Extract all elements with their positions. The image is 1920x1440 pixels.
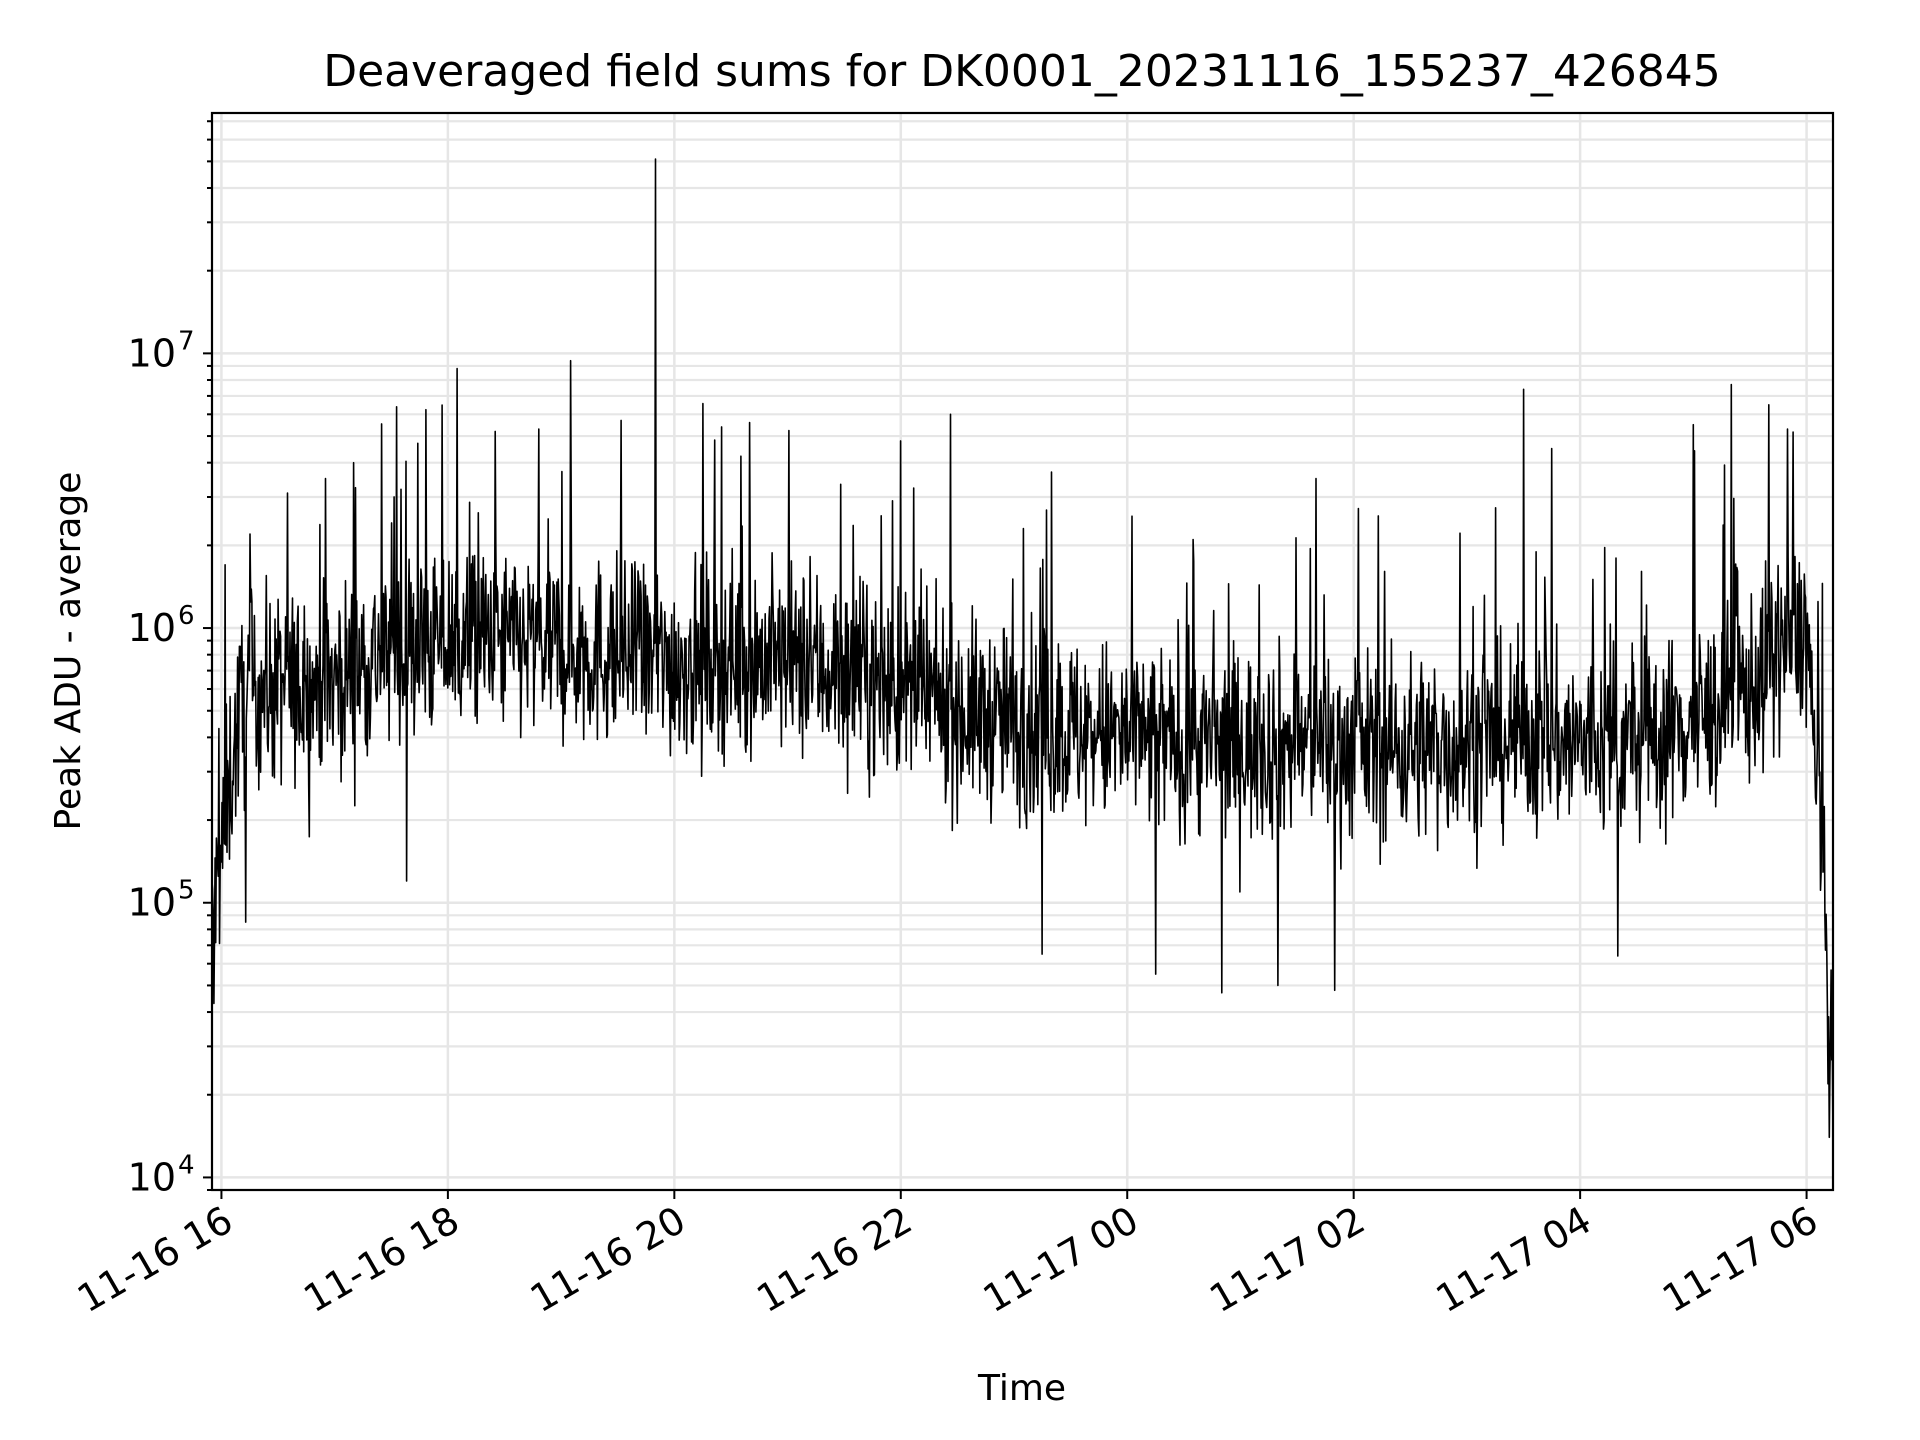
x-tick-label: 11-16 16 [70, 1198, 240, 1322]
x-tick-label: 11-16 22 [749, 1198, 919, 1322]
x-tick-label: 11-16 18 [296, 1198, 466, 1322]
x-tick-label: 11-17 02 [1202, 1198, 1372, 1322]
y-tick-label: 10 [128, 1155, 176, 1199]
x-tick-label: 11-16 20 [523, 1198, 693, 1322]
y-axis-label: Peak ADU - average [48, 472, 89, 831]
y-tick-exponent: 6 [178, 601, 195, 631]
y-tick-exponent: 7 [178, 326, 195, 356]
x-tick-label: 11-17 06 [1655, 1198, 1825, 1322]
plot-frame [210, 111, 1835, 1192]
x-tick-label: 11-17 00 [976, 1198, 1146, 1322]
series-line-peak-adu [211, 158, 1834, 1143]
chart-title: Deaveraged field sums for DK0001_2023111… [323, 46, 1721, 97]
y-tick-exponent: 4 [178, 1150, 195, 1180]
y-tick-label: 10 [128, 606, 176, 650]
y-tick-label: 10 [128, 881, 176, 925]
y-tick-label: 10 [128, 331, 176, 375]
x-tick-label: 11-17 04 [1429, 1198, 1599, 1322]
y-tick-exponent: 5 [178, 876, 195, 906]
x-axis-label: Time [977, 1368, 1066, 1409]
